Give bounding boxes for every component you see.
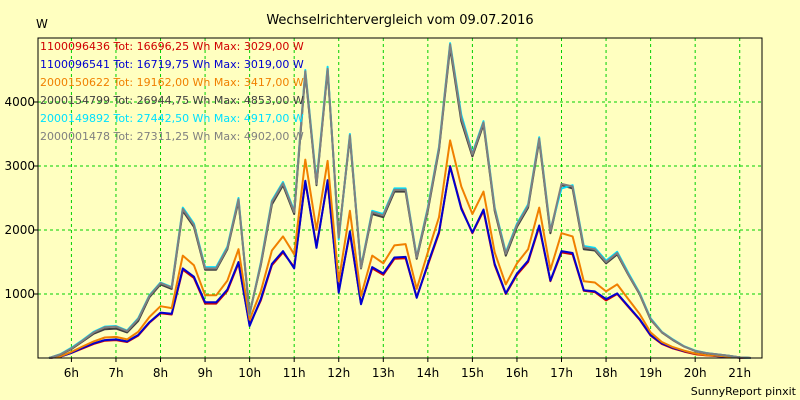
series-line-1100096541 [48, 165, 751, 359]
x-tick-label: 16h [506, 366, 529, 380]
y-tick-label: 4000 [4, 95, 35, 109]
x-tick-label: 19h [639, 366, 662, 380]
y-axis-label: W [36, 17, 48, 31]
legend-entry: 1100096436 Tot: 16696,25 Wh Max: 3029,00… [40, 40, 304, 53]
x-tick-label: 15h [461, 366, 484, 380]
x-tick-label: 13h [372, 366, 395, 380]
legend-entry: 2000149892 Tot: 27442,50 Wh Max: 4917,00… [40, 112, 304, 125]
grid-layer [38, 38, 762, 358]
legend-entry: 1100096541 Tot: 16719,75 Wh Max: 3019,00… [40, 58, 304, 71]
x-tick-label: 6h [64, 366, 79, 380]
x-tick-label: 17h [550, 366, 573, 380]
series-line-2000001478 [48, 43, 751, 359]
y-tick-label: 2000 [4, 223, 35, 237]
x-tick-label: 7h [108, 366, 123, 380]
x-tick-label: 9h [197, 366, 212, 380]
y-tick-label: 1000 [4, 287, 35, 301]
x-tick-label: 11h [283, 366, 306, 380]
y-tick-label: 3000 [4, 159, 35, 173]
x-tick-label: 10h [238, 366, 261, 380]
plot-area [38, 38, 762, 358]
legend-entry: 2000154799 Tot: 26944,75 Wh Max: 4853,00… [40, 94, 304, 107]
plot-frame [37, 37, 763, 359]
x-tick-label: 8h [153, 366, 168, 380]
x-tick-label: 14h [416, 366, 439, 380]
axis-layer: 6h 7h 8h 9h 10h 11h 12h 13h 14h 15h 16h 17h 18h 19h 20… [4, 37, 763, 380]
chart-title: Wechselrichtervergleich vom 09.07.2016 [266, 13, 533, 28]
legend-entry: 2000001478 Tot: 27311,25 Wh Max: 4902,00… [40, 130, 304, 143]
x-tick-label: 18h [595, 366, 618, 380]
x-tick-label: 21h [728, 366, 751, 380]
legend: 1100096436 Tot: 16696,25 Wh Max: 3029,00… [40, 40, 304, 143]
chart-credit: SunnyReport pinxit [691, 385, 797, 398]
x-tick-label: 12h [327, 366, 350, 380]
series-line-2000150622 [48, 139, 751, 359]
legend-entry: 2000150622 Tot: 19162,00 Wh Max: 3417,00… [40, 76, 304, 89]
series-layer [48, 42, 751, 359]
x-tick-label: 20h [684, 366, 707, 380]
